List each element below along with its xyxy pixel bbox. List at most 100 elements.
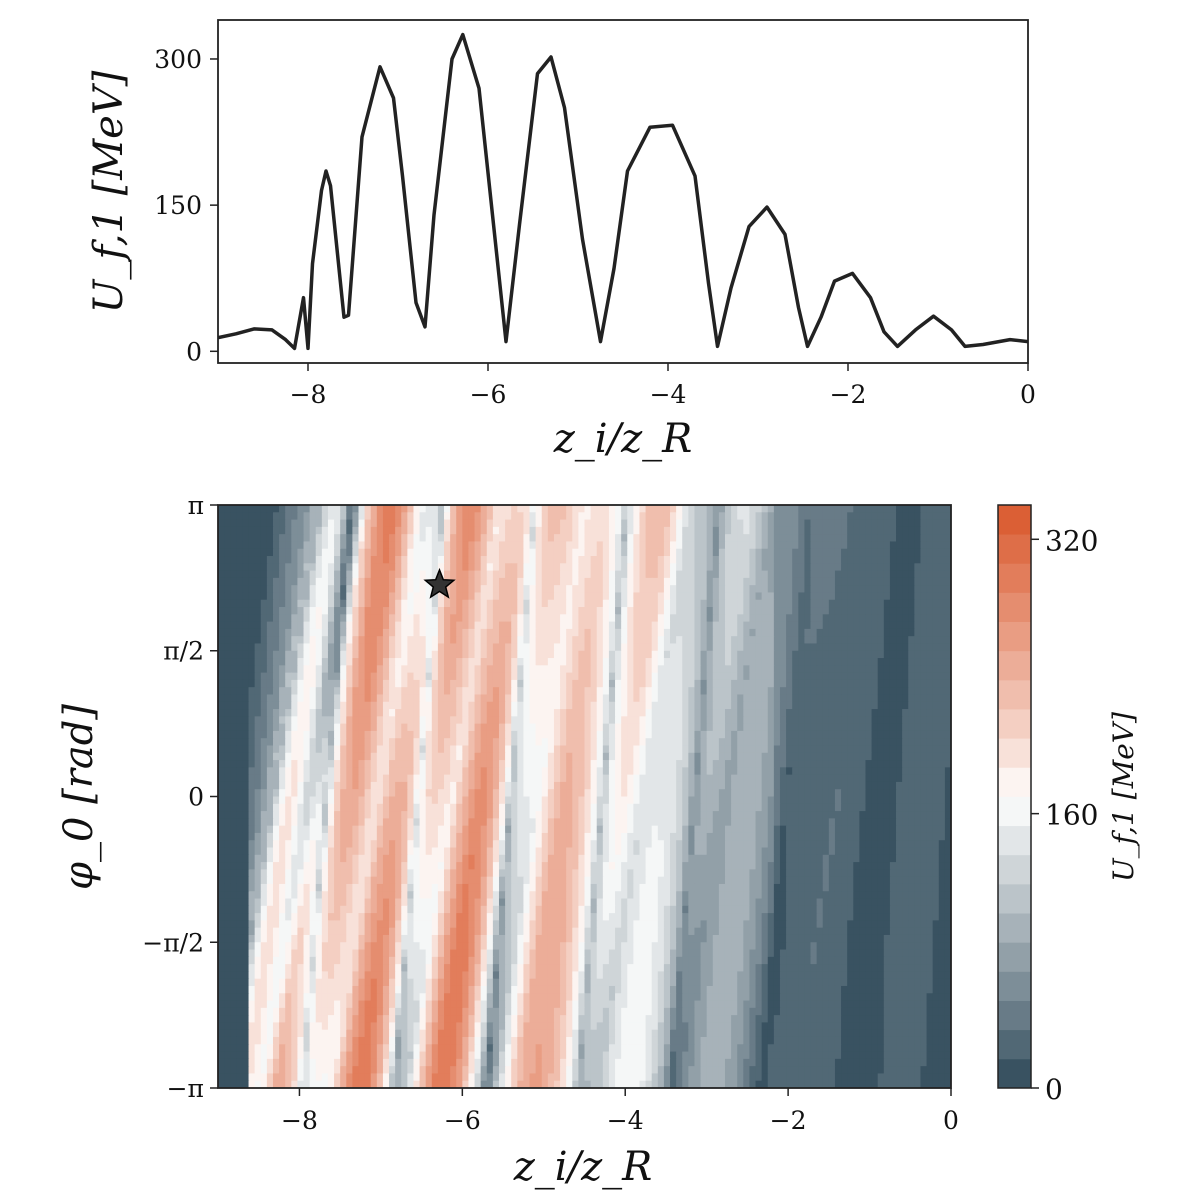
heatmap-cell	[248, 723, 256, 732]
heatmap-cell	[498, 738, 506, 747]
heatmap-cell	[926, 687, 934, 696]
heatmap-cell	[938, 672, 946, 681]
heatmap-cell	[749, 556, 757, 564]
heatmap-cell	[437, 789, 445, 798]
heatmap-cell	[327, 526, 335, 535]
heatmap-cell	[492, 585, 500, 594]
heatmap-cell	[297, 752, 305, 761]
heatmap-cell	[230, 643, 237, 652]
heatmap-cell	[810, 563, 818, 572]
heatmap-cell	[370, 658, 378, 666]
heatmap-cell	[761, 599, 769, 608]
heatmap-cell	[590, 781, 598, 790]
heatmap-cell	[877, 643, 885, 652]
heatmap-cell	[407, 650, 415, 659]
heatmap-cell	[346, 752, 353, 761]
heatmap-cell	[285, 789, 292, 798]
heatmap-cell	[688, 519, 696, 528]
heatmap-cell	[871, 512, 879, 521]
heatmap-cell	[541, 672, 549, 681]
heatmap-cell	[816, 658, 824, 666]
heatmap-cell	[792, 585, 799, 594]
heatmap-cell	[786, 643, 793, 652]
heatmap-cell	[492, 679, 500, 688]
heatmap-cell	[700, 723, 708, 732]
heatmap-cell	[731, 534, 738, 543]
heatmap-cell	[871, 723, 879, 732]
heatmap-cell	[535, 636, 543, 645]
heatmap-cell	[822, 643, 830, 652]
heatmap-cell	[859, 687, 867, 696]
heatmap-cell	[676, 512, 683, 521]
heatmap-cell	[535, 738, 543, 747]
heatmap-cell	[242, 723, 250, 732]
heatmap-cell	[413, 752, 421, 761]
heatmap-cell	[352, 614, 360, 623]
heatmap-cell	[456, 556, 463, 564]
heatmap-cell	[633, 570, 641, 579]
heatmap-cell	[376, 534, 384, 543]
heatmap-cell	[889, 570, 897, 579]
heatmap-cell	[584, 592, 592, 601]
heatmap-cell	[541, 658, 549, 666]
heatmap-cell	[853, 643, 860, 652]
heatmap-cell	[651, 760, 659, 768]
heatmap-cell	[279, 730, 286, 739]
heatmap-cell	[853, 570, 860, 579]
heatmap-cell	[627, 548, 634, 557]
heatmap-cell	[230, 556, 237, 564]
heatmap-cell	[395, 781, 402, 790]
heatmap-cell	[944, 767, 951, 776]
heatmap-cell	[450, 781, 457, 790]
heatmap-cell	[639, 650, 647, 659]
heatmap-cell	[224, 752, 231, 761]
heatmap-cell	[877, 599, 885, 608]
heatmap-cell	[236, 519, 244, 528]
heatmap-cell	[340, 760, 347, 768]
heatmap-cell	[615, 789, 622, 798]
heatmap-cell	[590, 585, 598, 594]
heatmap-cell	[450, 621, 457, 630]
heatmap-cell	[334, 636, 341, 645]
heatmap-cell	[425, 621, 433, 630]
heatmap-cell	[724, 730, 732, 739]
heatmap-cell	[773, 570, 781, 579]
heatmap-cell	[688, 585, 696, 594]
heatmap-cell	[896, 730, 903, 739]
heatmap-cell	[230, 730, 237, 739]
heatmap-cell	[297, 585, 305, 594]
heatmap-cell	[474, 665, 482, 674]
heatmap-cell	[309, 803, 317, 812]
heatmap-cell	[706, 534, 714, 543]
heatmap-cell	[755, 716, 763, 725]
heatmap-cell	[236, 556, 244, 564]
heatmap-cell	[382, 730, 390, 739]
heatmap-cell	[932, 730, 940, 739]
heatmap-cell	[621, 796, 628, 805]
heatmap-cell	[926, 789, 934, 798]
heatmap-cell	[315, 658, 323, 666]
heatmap-cell	[340, 614, 347, 623]
heatmap-cell	[651, 592, 659, 601]
heatmap-cell	[517, 745, 525, 754]
heatmap-cell	[382, 738, 390, 747]
heatmap-cell	[871, 563, 879, 572]
heatmap-cell	[511, 730, 518, 739]
heatmap-cell	[376, 585, 384, 594]
heatmap-cell	[224, 548, 231, 557]
heatmap-cell	[419, 570, 427, 579]
heatmap-cell	[260, 585, 268, 594]
heatmap-cell	[517, 658, 525, 666]
heatmap-cell	[389, 789, 396, 798]
heatmap-cell	[828, 672, 836, 681]
heatmap-cell	[480, 621, 488, 630]
heatmap-cell	[395, 723, 402, 732]
heatmap-cell	[651, 789, 659, 798]
heatmap-cell	[688, 570, 696, 579]
heatmap-cell	[773, 658, 781, 666]
heatmap-cell	[425, 519, 433, 528]
heatmap-cell	[590, 592, 598, 601]
heatmap-cell	[541, 585, 549, 594]
heatmap-cell	[382, 672, 390, 681]
heatmap-cell	[218, 643, 225, 652]
